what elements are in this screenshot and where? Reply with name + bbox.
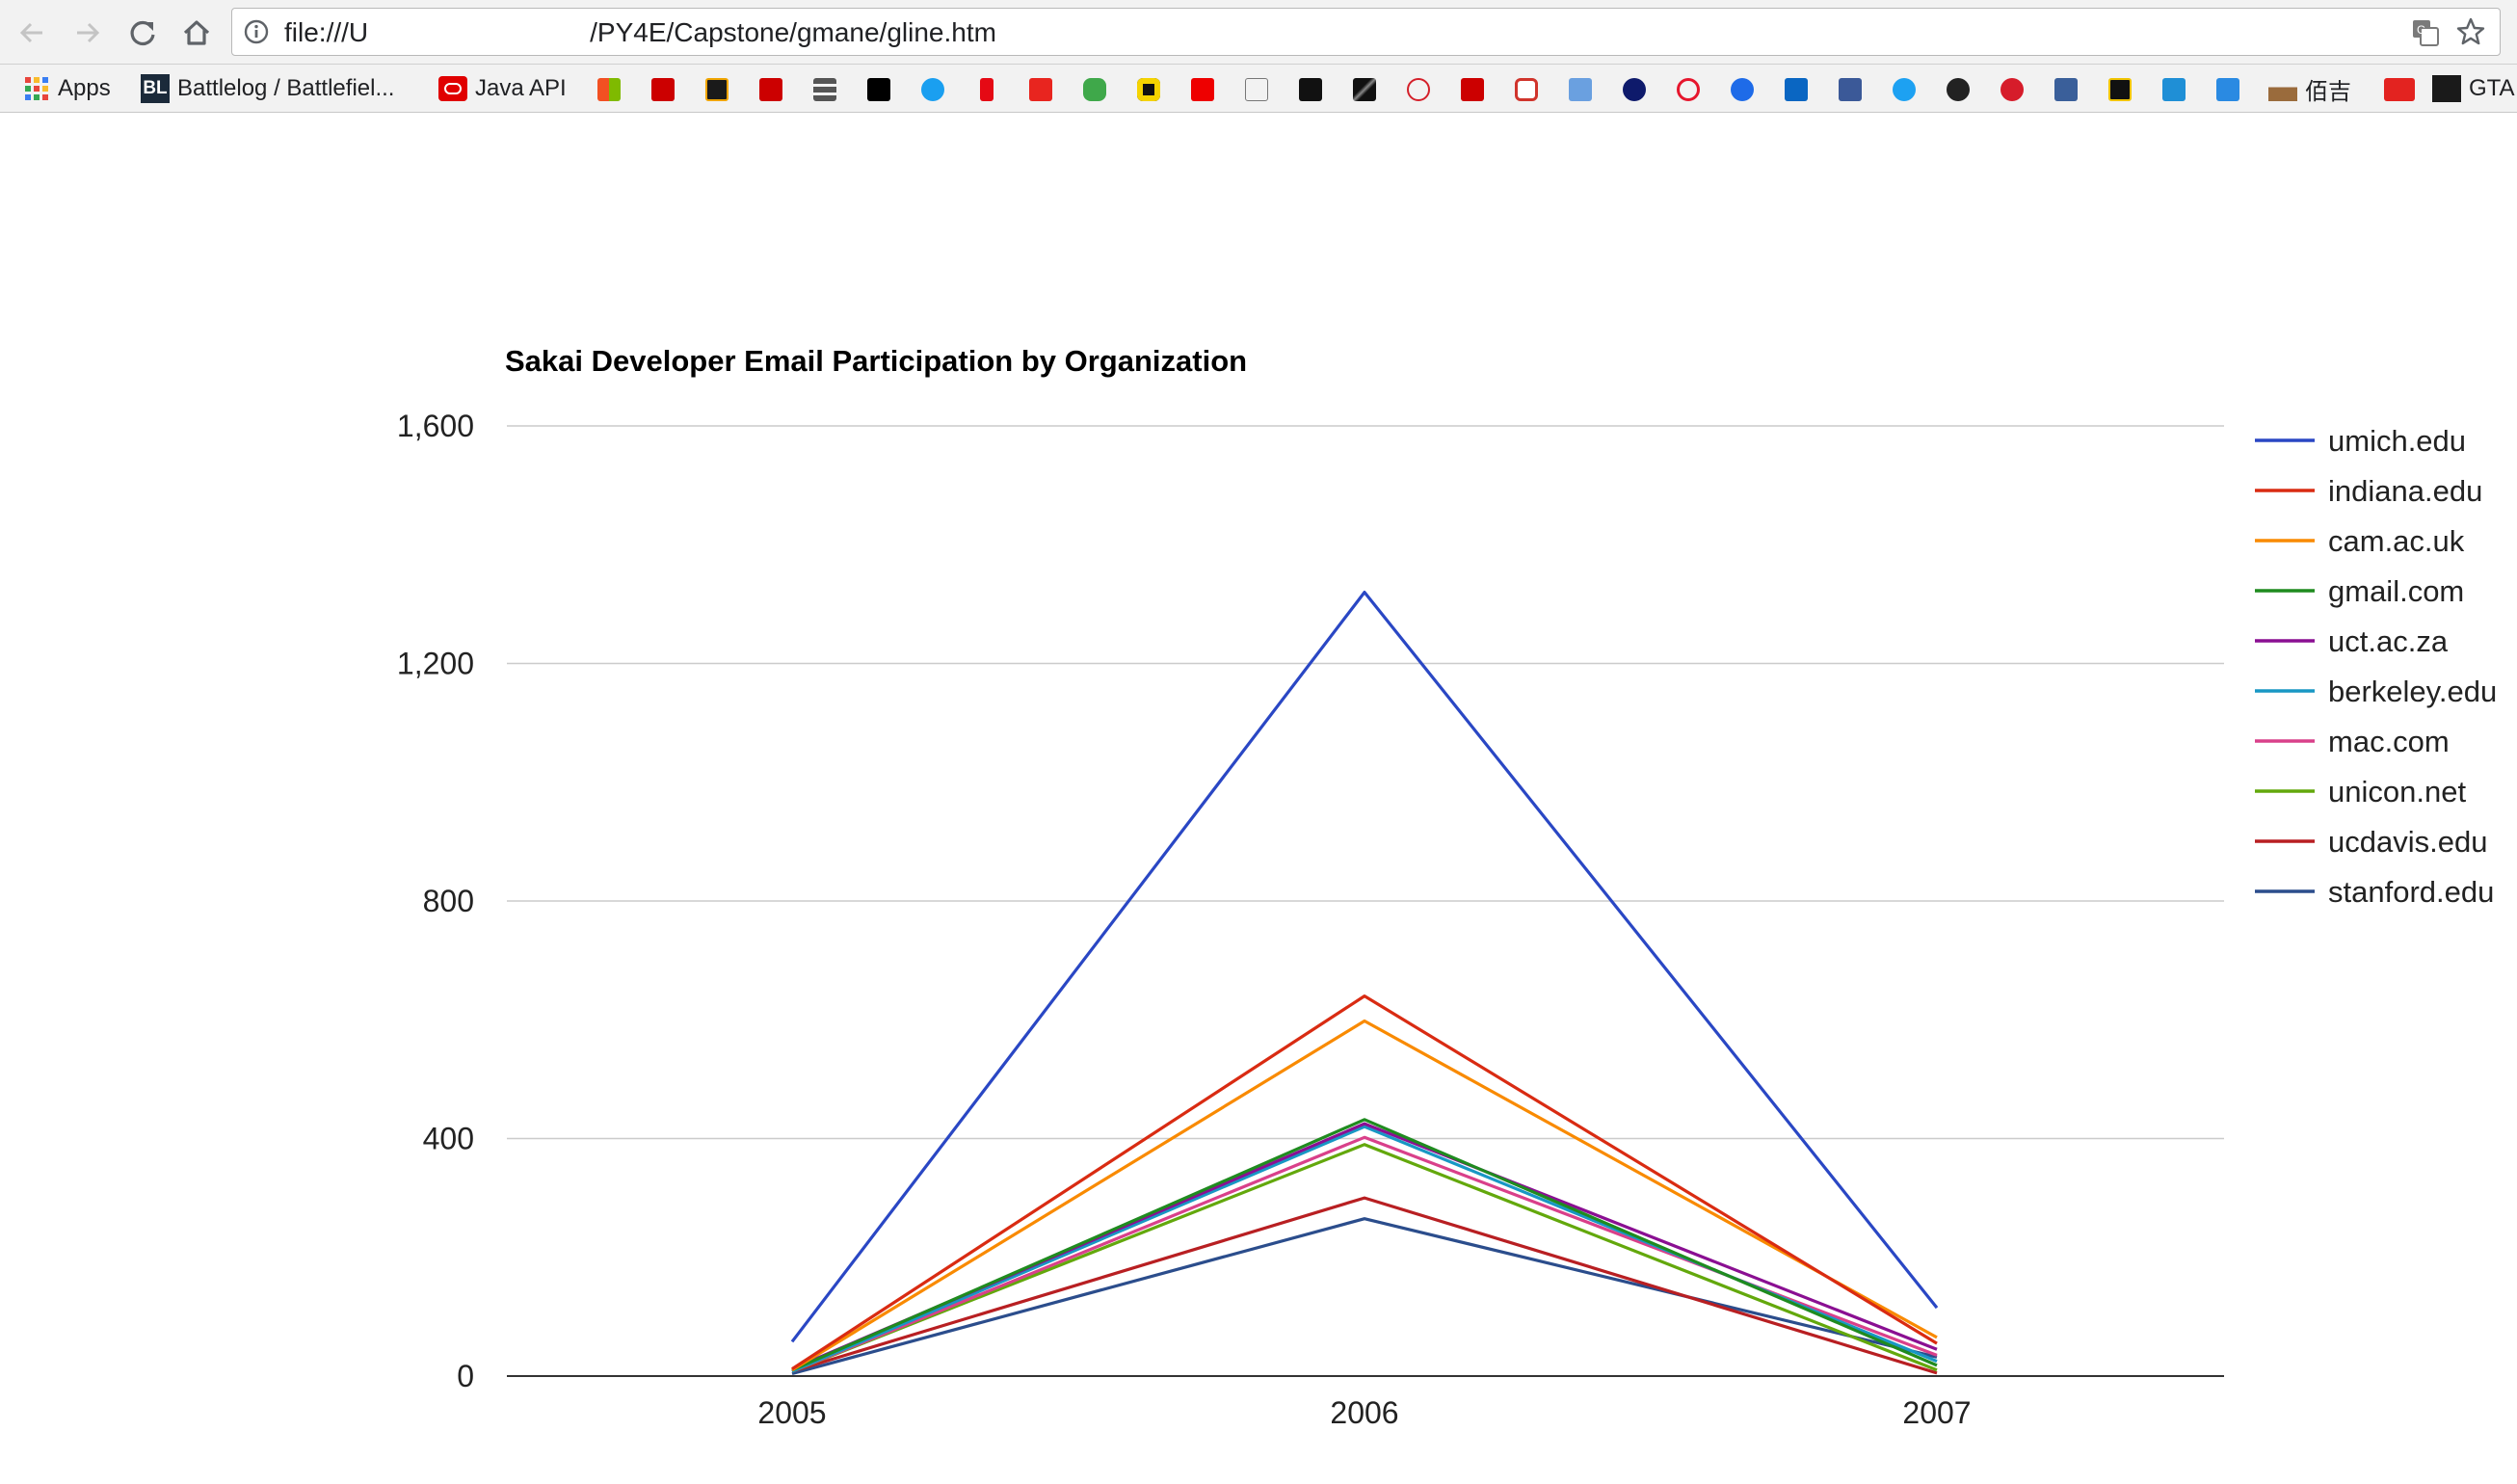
blue-figure-icon[interactable]: [1731, 78, 1754, 101]
bu-icon[interactable]: [651, 78, 675, 101]
bookmark-chinese[interactable]: 佰吉: [2268, 72, 2351, 105]
series-line-uct-ac-za[interactable]: [791, 1122, 1938, 1371]
bloomberg-icon[interactable]: [1299, 78, 1322, 101]
forward-arrow-icon[interactable]: [66, 12, 108, 54]
series-line-ucdavis-edu[interactable]: [791, 1196, 1938, 1375]
legend-label[interactable]: uct.ac.za: [2328, 624, 2449, 658]
y-tick-label: 800: [423, 884, 474, 918]
globe-icon[interactable]: [1947, 78, 1970, 101]
series-line-stanford-edu[interactable]: [791, 1217, 1938, 1376]
legend-label[interactable]: indiana.edu: [2328, 474, 2482, 508]
spiral-icon[interactable]: [1515, 78, 1538, 101]
series-line-gmail-com[interactable]: [791, 1118, 1938, 1372]
wsj-circle-icon[interactable]: [1623, 78, 1646, 101]
y-tick-label: 1,200: [397, 647, 474, 681]
yellow-circle-icon[interactable]: [1137, 78, 1160, 101]
boat-icon: [2268, 76, 2297, 101]
stripes-icon[interactable]: [1353, 78, 1376, 101]
bookmark-chinese-label: 佰吉: [2305, 78, 2351, 105]
bookmark-star-icon[interactable]: [2455, 16, 2486, 47]
series-line-indiana-edu[interactable]: [791, 994, 1938, 1370]
series-line-unicon-net[interactable]: [791, 1143, 1938, 1373]
y-tick-label: 0: [457, 1359, 474, 1393]
legend-label[interactable]: berkeley.edu: [2328, 675, 2497, 708]
cnn-icon[interactable]: [1461, 78, 1484, 101]
apps-grid-icon: [25, 77, 48, 100]
window-icon[interactable]: [1569, 78, 1592, 101]
weibo-icon[interactable]: [1677, 78, 1700, 101]
bookmark-java-api[interactable]: Java API: [438, 72, 567, 105]
bookmark-battlelog-label: Battlelog / Battlefiel...: [177, 75, 395, 101]
legend-label[interactable]: cam.ac.uk: [2328, 524, 2465, 558]
reload-icon[interactable]: [121, 12, 164, 54]
url-prefix: file:///U: [284, 17, 369, 47]
wsj-icon[interactable]: [1245, 78, 1268, 101]
red-square-icon[interactable]: [1191, 78, 1214, 101]
red-emblem-icon[interactable]: [1407, 78, 1430, 101]
home-icon[interactable]: [175, 12, 218, 54]
url-text[interactable]: file:///U/PY4E/Capstone/gmane/gline.htm: [284, 17, 996, 48]
info-icon[interactable]: [244, 19, 269, 44]
play-circle-icon[interactable]: [921, 78, 944, 101]
bookmark-java-api-label: Java API: [475, 75, 567, 101]
x-tick-label: 2006: [1330, 1395, 1398, 1430]
translate-icon[interactable]: G: [2411, 18, 2440, 47]
blackboard-icon[interactable]: [705, 78, 729, 101]
star-badge-icon[interactable]: [2108, 78, 2132, 101]
series-line-umich-edu[interactable]: [790, 591, 1939, 1343]
gta-icon: [2432, 75, 2461, 102]
oracle-icon: [438, 76, 467, 101]
address-bar[interactable]: file:///U/PY4E/Capstone/gmane/gline.htm …: [231, 8, 2501, 56]
gridlines: [507, 425, 2224, 1377]
af-icon[interactable]: [1029, 78, 1052, 101]
twitter-icon[interactable]: [1893, 78, 1916, 101]
linkedin-icon[interactable]: [1785, 78, 1808, 101]
grid-icon[interactable]: [813, 78, 836, 101]
bookmark-battlelog[interactable]: BL Battlelog / Battlefiel...: [141, 72, 394, 105]
url-suffix: /PY4E/Capstone/gmane/gline.htm: [590, 17, 996, 47]
y-axis-ticks: 0 400 800 1,200 1,600: [397, 409, 474, 1393]
microsoft-icon[interactable]: [597, 78, 621, 101]
legend-label[interactable]: mac.com: [2328, 725, 2450, 758]
series-lines: [790, 591, 1939, 1376]
legend-label[interactable]: umich.edu: [2328, 424, 2466, 458]
bookmark-apps[interactable]: Apps: [23, 72, 111, 105]
browser-toolbar: file:///U/PY4E/Capstone/gmane/gline.htm …: [0, 0, 2517, 65]
y-tick-label: 400: [423, 1122, 474, 1156]
h-icon[interactable]: [2054, 78, 2078, 101]
bu-icon-2[interactable]: [759, 78, 782, 101]
legend-label[interactable]: stanford.edu: [2328, 875, 2494, 909]
svg-text:G: G: [2417, 23, 2425, 37]
bookmark-apps-label: Apps: [58, 75, 111, 101]
bookmarks-bar: Apps BL Battlelog / Battlefiel... Java A…: [0, 65, 2517, 113]
frog-icon[interactable]: [1083, 78, 1106, 101]
x-tick-label: 2005: [757, 1395, 826, 1430]
x-axis-ticks: 2005 2006 2007: [757, 1395, 1971, 1430]
s-icon[interactable]: [2162, 78, 2186, 101]
facebook-icon[interactable]: [1839, 78, 1862, 101]
legend-label[interactable]: unicon.net: [2328, 775, 2466, 808]
back-arrow-icon[interactable]: [12, 12, 54, 54]
legend: umich.edu indiana.edu cam.ac.uk gmail.com uc…: [2255, 424, 2497, 909]
bookmark-gta[interactable]: GTA: [2432, 72, 2515, 105]
legend-label[interactable]: gmail.com: [2328, 574, 2464, 608]
series-line-cam-ac-uk[interactable]: [791, 1019, 1938, 1372]
x-icon[interactable]: [867, 78, 890, 101]
chart-title: Sakai Developer Email Participation by O…: [505, 344, 1247, 378]
netflix-icon[interactable]: [980, 78, 994, 101]
red-circle-icon[interactable]: [2000, 78, 2024, 101]
bd-icon[interactable]: [2384, 78, 2415, 101]
line-chart: Sakai Developer Email Participation by O…: [397, 344, 2497, 1430]
series-line-mac-com[interactable]: [791, 1135, 1938, 1373]
battlelog-icon: BL: [141, 74, 170, 103]
series-line-berkeley-edu[interactable]: [791, 1125, 1938, 1373]
legend-label[interactable]: ucdavis.edu: [2328, 825, 2487, 859]
bookmark-gta-label: GTA: [2469, 75, 2515, 101]
digg-icon[interactable]: [2216, 78, 2239, 101]
x-tick-label: 2007: [1902, 1395, 1971, 1430]
y-tick-label: 1,600: [397, 409, 474, 443]
